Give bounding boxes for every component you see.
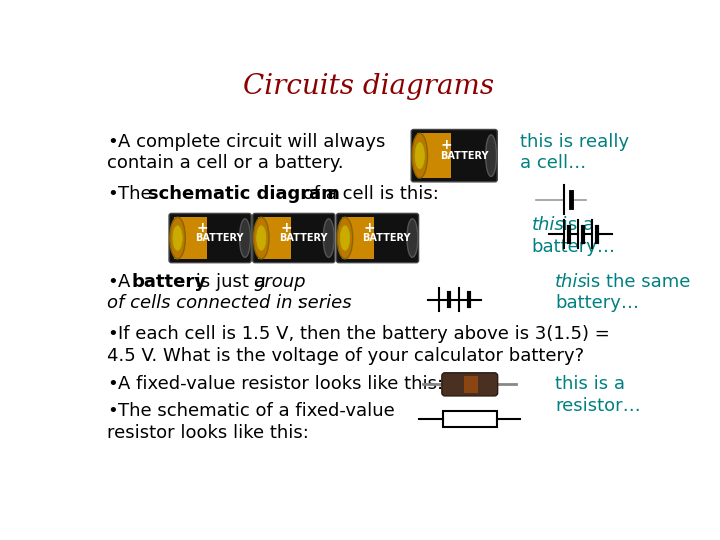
Text: BATTERY: BATTERY (279, 233, 328, 243)
Ellipse shape (415, 143, 424, 169)
Bar (464, 376, 477, 393)
Text: battery…: battery… (532, 238, 616, 255)
Text: If each cell is 1.5 V, then the battery above is 3(1.5) =: If each cell is 1.5 V, then the battery … (118, 325, 610, 343)
Text: •: • (107, 273, 118, 291)
Text: A complete circuit will always: A complete circuit will always (118, 133, 385, 151)
Text: BATTERY: BATTERY (195, 233, 243, 243)
Ellipse shape (337, 217, 353, 259)
Ellipse shape (253, 217, 269, 259)
Ellipse shape (170, 217, 185, 259)
FancyBboxPatch shape (442, 373, 498, 396)
Bar (258, 217, 291, 259)
Text: •: • (107, 402, 118, 420)
Text: is just a: is just a (190, 273, 271, 291)
Ellipse shape (407, 219, 418, 257)
Text: schematic diagram: schematic diagram (148, 185, 341, 203)
FancyBboxPatch shape (169, 213, 251, 262)
Text: resistor…: resistor… (555, 397, 641, 415)
Text: :: : (297, 294, 302, 313)
FancyBboxPatch shape (253, 213, 335, 262)
Text: +: + (364, 221, 376, 235)
Text: this: this (532, 216, 564, 234)
Text: a cell…: a cell… (520, 154, 586, 172)
Text: +: + (197, 221, 208, 235)
FancyBboxPatch shape (336, 213, 418, 262)
Text: is the same: is the same (580, 273, 690, 291)
Text: •: • (107, 185, 118, 203)
Text: The schematic of a fixed-value: The schematic of a fixed-value (118, 402, 395, 420)
Text: battery…: battery… (555, 294, 639, 313)
Text: group: group (253, 273, 306, 291)
Text: The: The (118, 185, 157, 203)
Text: is a: is a (557, 216, 594, 234)
Text: BATTERY: BATTERY (363, 233, 411, 243)
Ellipse shape (323, 219, 334, 257)
Text: this: this (555, 273, 588, 291)
Bar (443, 410, 497, 428)
Text: contain a cell or a battery.: contain a cell or a battery. (107, 154, 343, 172)
Ellipse shape (240, 219, 251, 257)
Text: battery: battery (132, 273, 207, 291)
Text: this is a: this is a (555, 375, 625, 393)
Ellipse shape (256, 226, 266, 251)
Text: of cells connected in series: of cells connected in series (107, 294, 351, 313)
Bar (174, 217, 207, 259)
Ellipse shape (485, 135, 497, 177)
Bar (417, 133, 451, 178)
Text: Circuits diagrams: Circuits diagrams (243, 73, 495, 100)
Text: +: + (441, 138, 452, 152)
Ellipse shape (412, 133, 428, 178)
Text: this is really: this is really (520, 133, 629, 151)
Text: resistor looks like this:: resistor looks like this: (107, 424, 309, 442)
Text: •: • (107, 133, 118, 151)
Text: A fixed-value resistor looks like this:: A fixed-value resistor looks like this: (118, 375, 443, 393)
Text: of a cell is this:: of a cell is this: (297, 185, 439, 203)
Ellipse shape (341, 226, 350, 251)
Text: BATTERY: BATTERY (440, 151, 488, 161)
Ellipse shape (173, 226, 182, 251)
Text: •: • (107, 325, 118, 343)
Text: +: + (280, 221, 292, 235)
Text: 4.5 V. What is the voltage of your calculator battery?: 4.5 V. What is the voltage of your calcu… (107, 347, 584, 365)
Bar (342, 217, 374, 259)
Text: A: A (118, 273, 136, 291)
FancyBboxPatch shape (411, 130, 498, 182)
Text: •: • (107, 375, 118, 393)
